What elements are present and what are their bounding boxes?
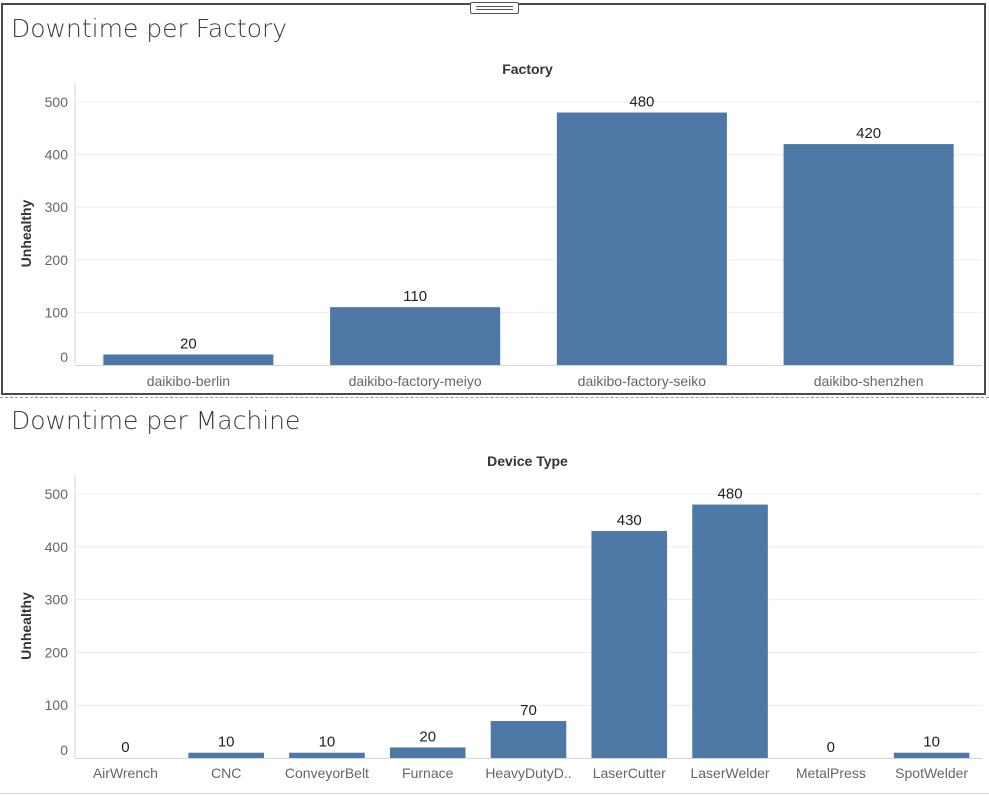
bar xyxy=(692,504,768,758)
data-label: 10 xyxy=(923,734,940,751)
panel-title: Downtime per Factory xyxy=(11,14,288,43)
y-tick-label: 200 xyxy=(45,252,69,268)
y-tick-label: 500 xyxy=(45,94,69,110)
y-tick-label: 500 xyxy=(45,486,69,502)
resize-handle[interactable] xyxy=(470,2,519,14)
data-label: 0 xyxy=(121,739,129,756)
x-tick-label: LaserCutter xyxy=(593,765,666,781)
y-tick-label: 200 xyxy=(45,644,69,660)
x-tick-label: HeavyDutyD.. xyxy=(485,765,571,781)
y-tick-label: 100 xyxy=(45,697,69,713)
x-tick-label: AirWrench xyxy=(93,765,158,781)
y-axis-label: Unhealthy xyxy=(18,199,34,267)
column-header: Factory xyxy=(502,61,553,77)
x-tick-label: daikibo-berlin xyxy=(147,373,230,389)
y-tick-label: 100 xyxy=(45,304,69,320)
y-tick-label: 400 xyxy=(45,147,69,163)
x-tick-label: SpotWelder xyxy=(895,765,968,781)
bar xyxy=(330,307,501,365)
data-label: 480 xyxy=(629,94,654,111)
x-tick-label: LaserWelder xyxy=(690,765,769,781)
x-tick-label: daikibo-factory-seiko xyxy=(578,373,707,389)
x-tick-label: Furnace xyxy=(402,765,454,781)
machine-bar-chart: Device TypeUnhealthy01002003004005000Air… xyxy=(18,453,982,781)
data-label: 10 xyxy=(319,734,336,751)
y-tick-label: 0 xyxy=(60,349,68,365)
y-tick-label: 0 xyxy=(60,742,68,758)
y-tick-label: 300 xyxy=(45,592,69,608)
data-label: 20 xyxy=(180,335,197,352)
bar xyxy=(289,752,365,758)
data-label: 110 xyxy=(403,288,427,305)
bar xyxy=(490,721,567,758)
x-tick-label: MetalPress xyxy=(796,765,866,781)
data-label: 480 xyxy=(718,486,743,503)
data-label: 0 xyxy=(827,739,835,756)
factory-downtime-panel: Downtime per Factory Factory Unhealthy 0 10… xyxy=(0,0,989,397)
bar xyxy=(556,112,727,366)
data-label: 430 xyxy=(617,512,642,529)
bar xyxy=(389,747,466,758)
bar xyxy=(783,144,954,365)
y-tick-label: 300 xyxy=(45,199,69,215)
data-label: 420 xyxy=(856,125,881,142)
column-header: Device Type xyxy=(487,453,568,469)
bar xyxy=(893,752,970,758)
data-label: 20 xyxy=(419,728,436,745)
x-tick-label: ConveyorBelt xyxy=(285,765,369,781)
panel-divider xyxy=(0,397,989,398)
factory-bar-chart: Factory Unhealthy 0 100 200 300 400 500 20 daikib… xyxy=(18,61,982,389)
bar xyxy=(591,530,668,758)
x-tick-label: daikibo-factory-meiyo xyxy=(349,373,482,389)
y-tick-label: 400 xyxy=(45,539,69,555)
x-tick-label: daikibo-shenzhen xyxy=(814,373,924,389)
bottom-border xyxy=(0,793,989,794)
bar xyxy=(103,354,274,365)
machine-downtime-panel: Downtime per Machine Device Type Unhealth… xyxy=(0,400,989,795)
panel-title: Downtime per Machine xyxy=(11,406,301,435)
x-tick-label: CNC xyxy=(211,765,241,781)
data-label: 10 xyxy=(218,734,235,751)
data-label: 70 xyxy=(520,702,537,719)
bar xyxy=(188,752,264,758)
y-axis-label: Unhealthy xyxy=(18,592,34,660)
